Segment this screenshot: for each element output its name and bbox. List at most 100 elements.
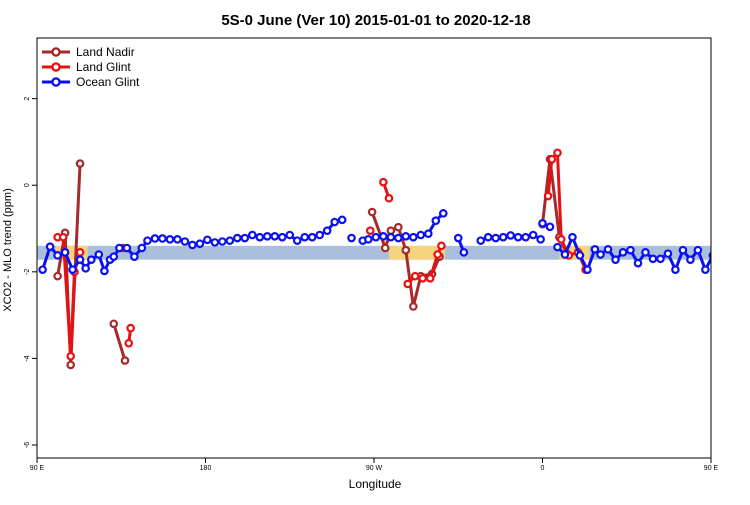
data-point-2-4-7 bbox=[528, 230, 538, 240]
data-point-0-4-0 bbox=[728, 273, 734, 279]
data-point-2-0-33 bbox=[270, 232, 280, 241]
data-point-2-0-1 bbox=[45, 242, 55, 252]
data-point-1-5-0 bbox=[403, 279, 413, 289]
data-point-2-0-17 bbox=[150, 234, 160, 243]
data-point-1-5-5 bbox=[437, 241, 446, 251]
data-point-2-0-28 bbox=[233, 233, 242, 243]
data-point-2-4-5 bbox=[513, 232, 523, 242]
data-point-2-6-2 bbox=[568, 232, 577, 242]
data-point-2-0-27 bbox=[225, 236, 235, 245]
data-point-1-2-0 bbox=[126, 323, 135, 333]
data-point-2-0-29 bbox=[240, 233, 250, 243]
data-point-0-2-3 bbox=[394, 222, 403, 232]
data-point-2-0-22 bbox=[188, 240, 197, 250]
data-point-2-0-7 bbox=[86, 255, 96, 264]
chart-title: 5S-0 June (Ver 10) 2015-01-01 to 2020-12… bbox=[221, 12, 530, 29]
data-point-2-0-15 bbox=[137, 243, 147, 253]
data-point-2-6-8 bbox=[611, 255, 620, 264]
data-point-2-4-2 bbox=[491, 233, 500, 243]
data-point-2-0-26 bbox=[218, 237, 227, 246]
data-point-2-0-34 bbox=[277, 232, 287, 242]
data-point-2-5-1 bbox=[545, 222, 555, 232]
data-point-2-0-14 bbox=[130, 252, 139, 261]
data-point-2-6-13 bbox=[648, 254, 658, 264]
data-point-2-2-10 bbox=[431, 216, 441, 226]
plot-frame bbox=[36, 37, 712, 459]
series-land-nadir bbox=[53, 154, 750, 370]
data-point-2-6-18 bbox=[686, 255, 695, 264]
axes: 90 E 180 90 W 0 90 E 2 0 -2 -4 -6 bbox=[24, 97, 719, 472]
data-point-2-2-4 bbox=[386, 232, 396, 242]
series-line-2-6 bbox=[556, 235, 711, 272]
data-point-2-0-9 bbox=[100, 266, 109, 276]
data-point-1-6-0 bbox=[543, 191, 553, 201]
data-point-2-2-1 bbox=[364, 235, 373, 244]
data-point-0-0-2 bbox=[66, 360, 76, 370]
y-tick-label-4: -6 bbox=[24, 442, 31, 448]
data-point-2-0-11 bbox=[109, 252, 119, 261]
data-point-2-3-0 bbox=[453, 233, 463, 243]
land-band-3 bbox=[730, 246, 750, 260]
x-tick-label-2: 90 W bbox=[366, 465, 383, 472]
y-tick-label-1: 0 bbox=[24, 183, 31, 187]
data-point-1-6-2 bbox=[553, 148, 562, 158]
series-line-1-7 bbox=[732, 237, 750, 356]
data-point-2-0-6 bbox=[81, 264, 90, 273]
data-point-2-4-3 bbox=[498, 232, 508, 242]
y-axis-label: XCO2 - MLO trend (ppm) bbox=[2, 188, 14, 311]
ocean-band bbox=[37, 245, 711, 260]
data-point-0-0-0 bbox=[53, 271, 62, 281]
y-tick-label-2: -2 bbox=[24, 269, 31, 275]
data-point-2-6-5 bbox=[590, 244, 600, 254]
data-point-0-2-0 bbox=[367, 207, 377, 217]
data-point-2-6-3 bbox=[575, 251, 585, 260]
data-point-2-2-5 bbox=[394, 233, 403, 243]
legend-marker-ocean-glint bbox=[51, 77, 61, 87]
y-tick-label-3: -4 bbox=[24, 355, 31, 361]
data-point-2-0-42 bbox=[337, 215, 347, 225]
data-point-2-6-0 bbox=[553, 242, 562, 252]
data-point-1-5-2 bbox=[418, 274, 427, 283]
data-point-2-5-0 bbox=[538, 219, 547, 228]
data-point-2-0-30 bbox=[248, 230, 257, 240]
data-point-2-0-32 bbox=[262, 232, 272, 241]
legend-marker-land-glint bbox=[51, 62, 61, 72]
legend-marker-land-nadir bbox=[51, 47, 61, 57]
data-point-2-0-38 bbox=[307, 232, 317, 242]
series-ocean-glint bbox=[38, 209, 750, 276]
data-point-2-6-7 bbox=[603, 244, 613, 254]
data-point-2-0-4 bbox=[68, 265, 77, 274]
data-point-2-6-4 bbox=[583, 265, 592, 274]
data-point-0-2-4 bbox=[401, 245, 411, 255]
data-point-2-0-3 bbox=[60, 248, 70, 257]
data-point-2-6-26 bbox=[745, 268, 750, 274]
legend-label-ocean-glint: Ocean Glint bbox=[76, 75, 140, 89]
data-point-2-6-10 bbox=[626, 245, 635, 255]
x-axis-label: Longitude bbox=[349, 477, 402, 491]
data-point-2-4-6 bbox=[521, 232, 530, 242]
data-point-2-0-12 bbox=[115, 243, 124, 253]
data-point-2-4-0 bbox=[476, 236, 486, 245]
data-point-2-6-24 bbox=[732, 256, 738, 262]
series-line-0-1 bbox=[112, 323, 127, 362]
data-point-0-1-0 bbox=[109, 319, 119, 329]
data-point-2-0-40 bbox=[322, 226, 332, 235]
data-point-2-4-1 bbox=[483, 232, 493, 242]
series-line-0-4 bbox=[732, 164, 750, 365]
data-point-2-0-31 bbox=[255, 232, 265, 242]
legend-label-land-glint: Land Glint bbox=[76, 60, 131, 74]
data-point-1-7-0 bbox=[728, 234, 734, 240]
data-point-1-4-0 bbox=[379, 177, 388, 187]
x-tick-label-0: 90 E bbox=[30, 465, 45, 472]
data-point-2-2-7 bbox=[409, 232, 418, 242]
data-point-2-0-16 bbox=[143, 236, 152, 245]
data-point-1-7-1 bbox=[734, 234, 740, 240]
data-point-2-0-41 bbox=[330, 217, 339, 227]
data-point-2-2-9 bbox=[423, 229, 433, 239]
data-point-2-0-0 bbox=[38, 265, 47, 274]
data-point-2-0-36 bbox=[292, 236, 302, 245]
data-point-0-4-1 bbox=[736, 230, 742, 236]
data-point-1-3-0 bbox=[365, 226, 375, 235]
data-point-2-0-2 bbox=[53, 251, 62, 260]
